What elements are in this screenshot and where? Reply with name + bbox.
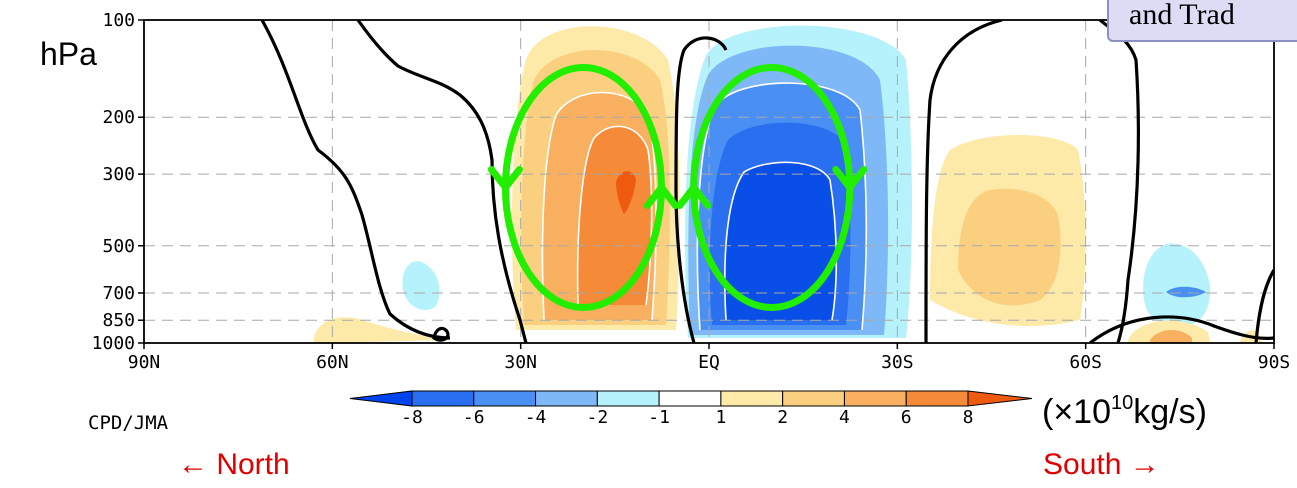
x-tick-label: 90S: [1258, 352, 1291, 373]
colorbar-box: [905, 390, 969, 407]
circulation-arrows: [487, 63, 868, 311]
colorbar-level-label: 8: [963, 407, 974, 428]
y-tick-label: 200: [102, 107, 135, 128]
colorbar-box: [843, 390, 907, 407]
colorbar-level-label: -6: [463, 407, 485, 428]
colorbar: -8 -6 -4 -2 -1 1 2 4 6 8: [349, 390, 1033, 428]
x-axis: 90N 60N 30N EQ 30S 60S 90S: [128, 343, 1291, 373]
y-tick-label: 300: [102, 164, 135, 185]
colorbar-level-label: 1: [715, 407, 726, 428]
y-tick-label: 100: [102, 10, 135, 31]
colorbar-box: [411, 390, 475, 407]
circulation-arrowhead: [832, 165, 868, 191]
x-tick-label: 60S: [1069, 352, 1102, 373]
colorbar-level-label: -1: [648, 407, 670, 428]
x-tick-label: 60N: [316, 352, 349, 373]
colorbar-level-label: 6: [901, 407, 912, 428]
zero-contours: [260, 20, 1274, 343]
unit-exponent: 10: [1111, 392, 1134, 414]
colorbar-level-label: 2: [777, 407, 788, 428]
colorbar-level-label: -4: [525, 407, 547, 428]
sh-midlat-positive-cell: [930, 135, 1086, 326]
north-direction-label: ← North: [178, 448, 290, 481]
unit-suffix: kg/s): [1133, 393, 1207, 431]
x-tick-label: 30S: [881, 352, 914, 373]
plot-area: [144, 20, 1274, 343]
colorbar-level-label: -8: [401, 407, 423, 428]
colorbar-box: [535, 390, 598, 407]
callout-text: and Trad: [1129, 0, 1235, 31]
colorbar-box: [720, 390, 784, 407]
colorbar-high-arrow: [967, 390, 1033, 407]
y-tick-label: 700: [102, 283, 135, 304]
gridlines: [144, 20, 1274, 343]
colorbar-low-arrow: [349, 390, 413, 407]
colorbar-unit: (×1010kg/s): [1042, 392, 1207, 432]
polar-negative-cells: [402, 243, 1211, 327]
y-axis-title: hPa: [40, 36, 97, 72]
y-tick-label: 1000: [92, 333, 135, 354]
x-tick-label: EQ: [698, 352, 720, 373]
south-direction-label: South →: [1043, 448, 1160, 481]
colorbar-box: [782, 390, 845, 407]
sh-negative-cell: [685, 25, 912, 338]
y-tick-label: 500: [102, 236, 135, 257]
callout-box: and Trad: [1107, 0, 1297, 42]
y-tick-label: 850: [102, 310, 135, 331]
circulation-arrowhead: [676, 183, 712, 209]
colorbar-level-label: -2: [586, 407, 608, 428]
x-tick-label: 30N: [504, 352, 537, 373]
x-tick-label: 90N: [128, 352, 161, 373]
colorbar-box: [473, 390, 537, 407]
colorbar-box: [596, 390, 660, 407]
colorbar-box: [658, 390, 722, 407]
circulation-arrowhead: [643, 183, 679, 209]
colorbar-level-label: 4: [839, 407, 850, 428]
unit-prefix: (×10: [1042, 393, 1111, 431]
circulation-arrowhead: [487, 165, 523, 191]
credit-label: CPD/JMA: [88, 412, 169, 434]
